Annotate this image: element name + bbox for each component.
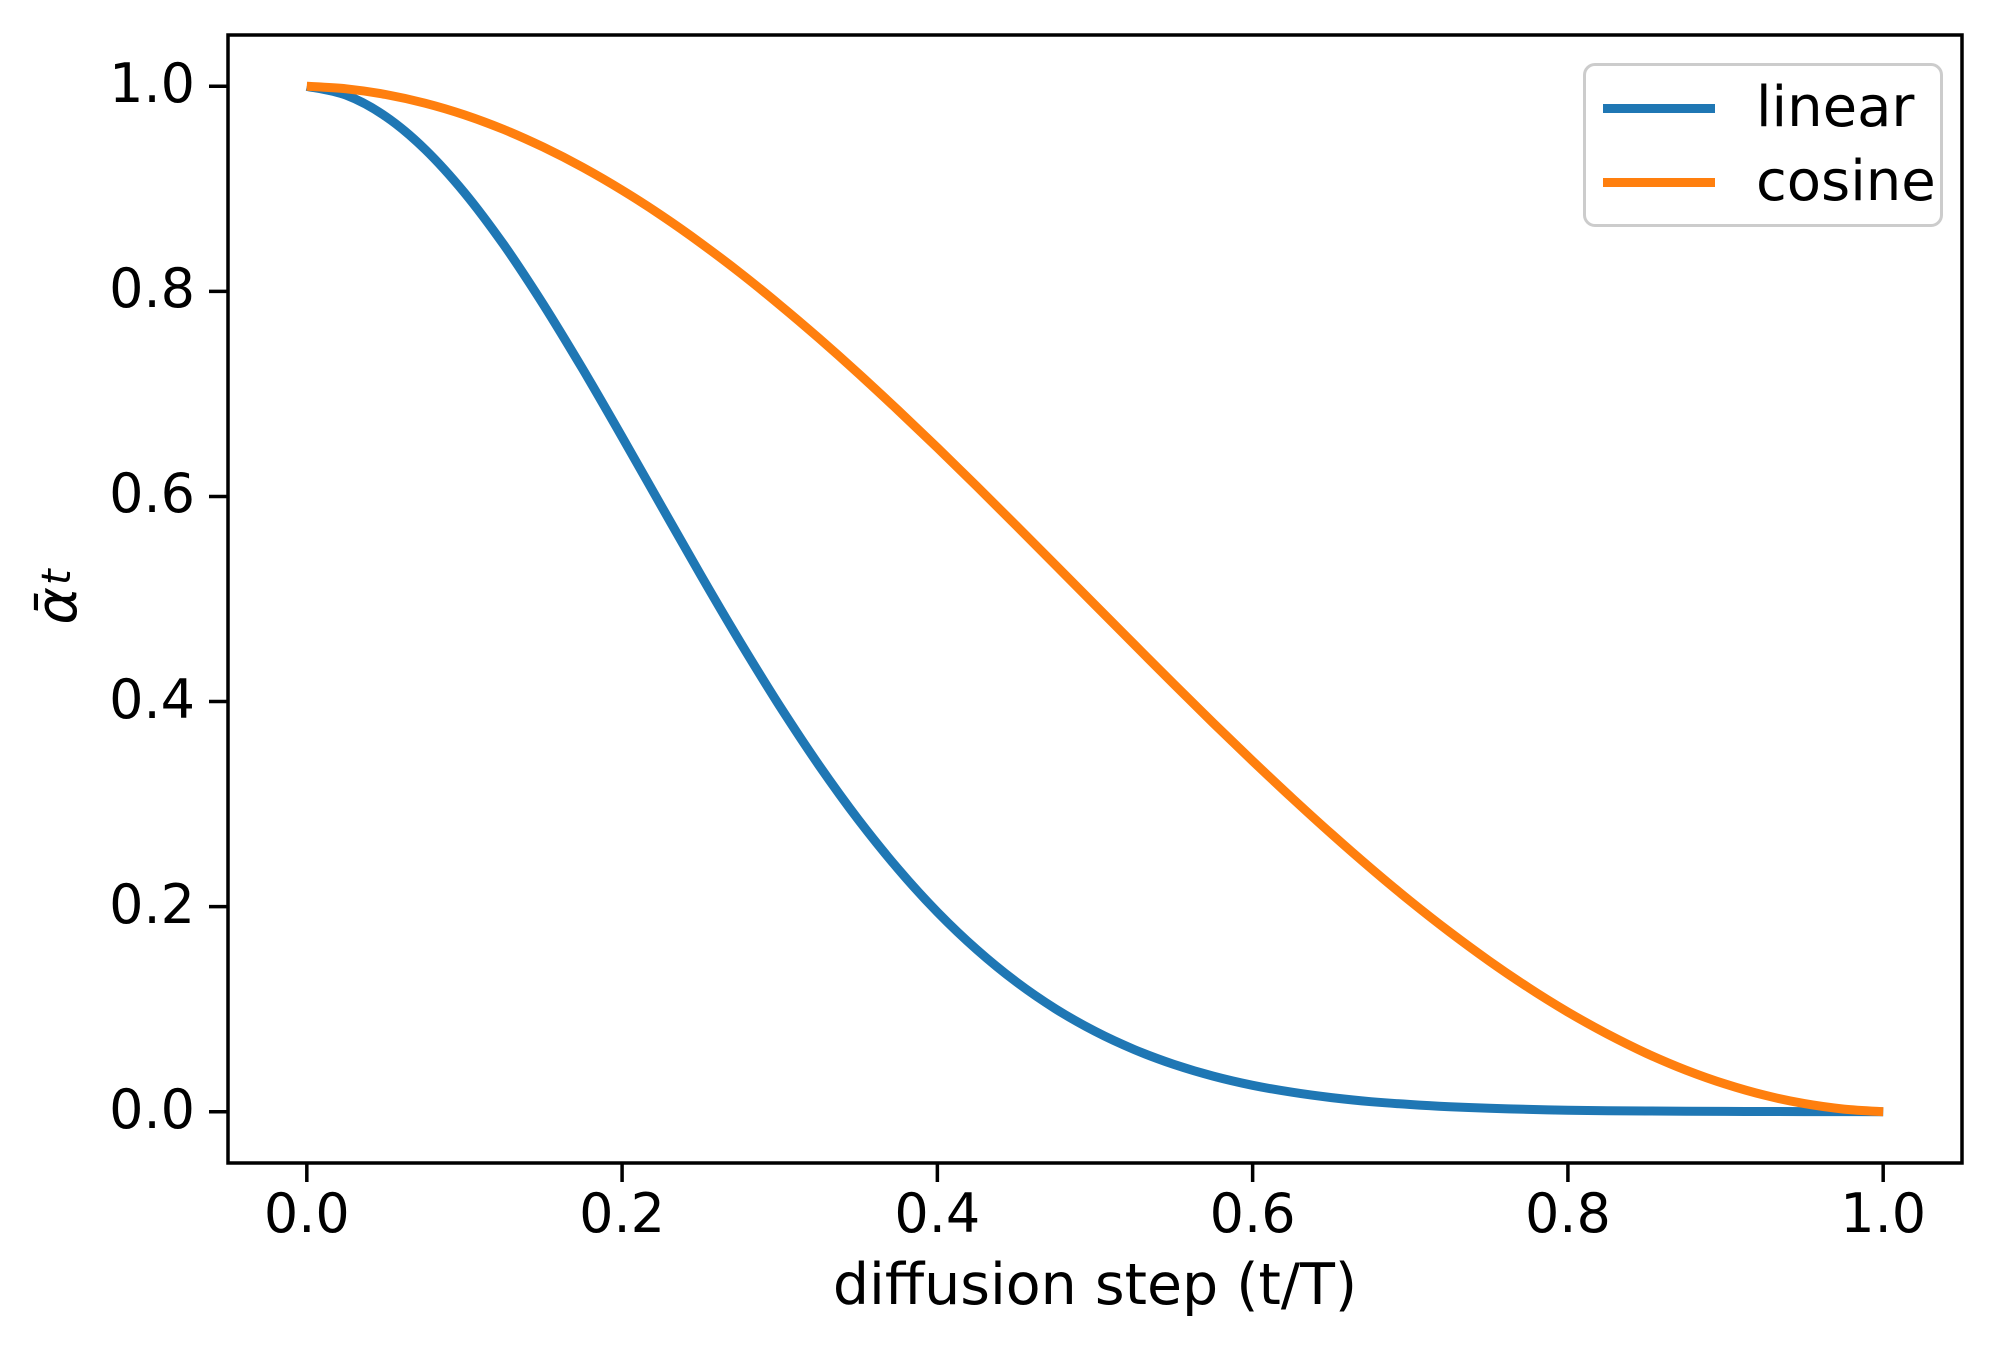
y-axis-label-symbol: ᾱ — [24, 587, 90, 625]
y-tick-label: 0.2 — [109, 872, 195, 936]
y-tick-label: 0.4 — [109, 667, 195, 731]
y-tick-label: 0.6 — [109, 462, 195, 526]
legend-line-sample-cosine — [1603, 177, 1715, 187]
y-tick-label: 1.0 — [109, 52, 195, 116]
legend: linear cosine — [1583, 63, 1943, 227]
legend-item-linear: linear — [1586, 80, 1940, 136]
x-tick-label: 0.8 — [1524, 1182, 1611, 1245]
x-tick-label: 0.6 — [1209, 1182, 1296, 1245]
x-tick-label: 0.0 — [263, 1182, 350, 1245]
series-cosine-curve — [306, 81, 1884, 1117]
legend-line-sample-linear — [1603, 103, 1715, 113]
curves — [305, 81, 1884, 1117]
axis-ticks — [209, 84, 1885, 1182]
plot-frame — [226, 33, 1964, 1165]
x-tick-label: 0.4 — [894, 1182, 981, 1245]
y-tick-label: 0.8 — [109, 257, 195, 321]
series-linear-curve — [305, 81, 1884, 1117]
x-tick-label: 1.0 — [1840, 1182, 1927, 1245]
legend-label-linear: linear — [1756, 75, 1915, 140]
y-tick-label: 0.0 — [109, 1077, 195, 1141]
legend-item-cosine: cosine — [1586, 154, 1940, 210]
legend-label-cosine: cosine — [1756, 149, 1936, 214]
x-axis-label: diffusion step (t/T) — [832, 1252, 1358, 1318]
x-tick-label: 0.2 — [579, 1182, 666, 1245]
